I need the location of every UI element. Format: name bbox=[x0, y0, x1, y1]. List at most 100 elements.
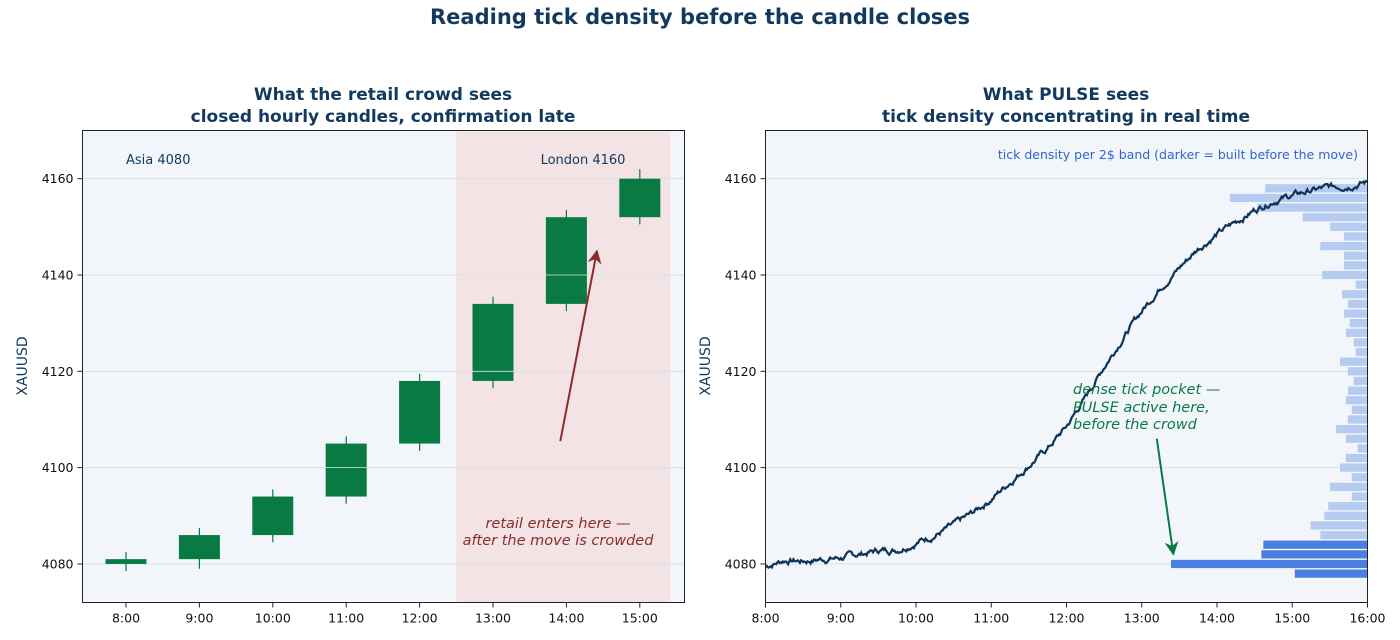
price-line bbox=[764, 180, 1369, 570]
x-tick-label: 14:00 bbox=[1199, 611, 1235, 626]
density-note: tick density per 2$ band (darker = built… bbox=[998, 147, 1358, 162]
density-band bbox=[1345, 396, 1368, 405]
density-band bbox=[1345, 453, 1368, 463]
density-band bbox=[1328, 502, 1368, 511]
retail-note-line1: retail enters here — bbox=[485, 516, 630, 532]
right-panel-title: What PULSE sees bbox=[983, 85, 1150, 105]
candle bbox=[399, 373, 441, 451]
plot-frame bbox=[82, 130, 685, 603]
candle-body bbox=[178, 535, 220, 560]
x-tick-label: 11:00 bbox=[973, 611, 1009, 626]
density-band bbox=[1310, 521, 1368, 530]
candle bbox=[545, 209, 587, 312]
left-panel-title: What the retail crowd sees bbox=[254, 85, 512, 105]
right-y-axis-label: XAUUSD bbox=[698, 336, 714, 395]
pocket-arrow bbox=[1155, 438, 1179, 556]
y-tick-label: 4120 bbox=[725, 364, 757, 379]
retail-candles-panel: 4080 4100 4120 4140 4160 8:00 9:00 10:00 11:00 1… bbox=[15, 85, 685, 626]
candle bbox=[325, 436, 367, 504]
density-band bbox=[1324, 511, 1368, 520]
density-band bbox=[1320, 241, 1368, 251]
candle bbox=[619, 169, 661, 225]
candle-body bbox=[619, 178, 661, 218]
x-tick-label: 12:00 bbox=[402, 611, 438, 626]
x-tick-label: 15:00 bbox=[1274, 611, 1310, 626]
density-band bbox=[1343, 309, 1368, 318]
y-tick-label: 4120 bbox=[42, 364, 74, 379]
y-tick-label: 4140 bbox=[42, 267, 74, 282]
candle bbox=[105, 551, 147, 572]
density-band bbox=[1347, 415, 1368, 424]
density-band bbox=[1294, 569, 1368, 578]
y-tick-label: 4100 bbox=[725, 460, 757, 475]
candle bbox=[252, 489, 294, 543]
density-band bbox=[1341, 290, 1368, 299]
y-tick-label: 4100 bbox=[42, 460, 74, 475]
y-tick-label: 4080 bbox=[725, 556, 757, 571]
density-band bbox=[1345, 434, 1368, 443]
pocket-note-line1: dense tick pocket — bbox=[1073, 382, 1220, 398]
candle-body bbox=[399, 380, 441, 444]
x-tick-label: 16:00 bbox=[1349, 611, 1385, 626]
candle-body bbox=[472, 303, 514, 381]
x-tick-label: 10:00 bbox=[898, 611, 934, 626]
right-panel-subtitle: tick density concentrating in real time bbox=[882, 107, 1250, 127]
density-band bbox=[1320, 530, 1368, 540]
x-tick-label: 8:00 bbox=[112, 611, 140, 626]
retail-arrow bbox=[559, 249, 602, 442]
x-tick-label: 9:00 bbox=[185, 611, 213, 626]
pocket-note-line2: PULSE active here, bbox=[1073, 400, 1210, 416]
density-band bbox=[1330, 482, 1368, 492]
density-band bbox=[1330, 222, 1368, 231]
y-tick-label: 4080 bbox=[42, 556, 74, 571]
density-band bbox=[1351, 492, 1368, 501]
density-band bbox=[1351, 473, 1368, 482]
density-band bbox=[1339, 463, 1368, 472]
density-band bbox=[1347, 299, 1368, 309]
density-band bbox=[1343, 251, 1368, 260]
x-tick-label: 13:00 bbox=[475, 611, 511, 626]
density-band bbox=[1257, 203, 1368, 212]
x-tick-label: 9:00 bbox=[827, 611, 855, 626]
y-tick-label: 4160 bbox=[42, 171, 74, 186]
candle-body bbox=[325, 443, 367, 497]
density-band bbox=[1343, 232, 1368, 241]
density-band bbox=[1345, 328, 1368, 337]
x-tick-label: 14:00 bbox=[548, 611, 584, 626]
candle bbox=[178, 527, 220, 569]
candle-body bbox=[252, 496, 294, 536]
left-panel-subtitle: closed hourly candles, confirmation late bbox=[191, 107, 576, 127]
candle bbox=[472, 296, 514, 389]
x-tick-label: 11:00 bbox=[328, 611, 364, 626]
x-tick-label: 13:00 bbox=[1124, 611, 1160, 626]
density-band bbox=[1229, 193, 1368, 203]
density-band bbox=[1347, 367, 1368, 376]
density-band bbox=[1357, 444, 1368, 453]
density-band bbox=[1351, 405, 1368, 414]
density-band bbox=[1347, 386, 1368, 395]
y-tick-label: 4140 bbox=[725, 267, 757, 282]
retail-note-line2: after the move is crowded bbox=[463, 533, 655, 549]
density-band bbox=[1355, 280, 1368, 289]
x-tick-label: 12:00 bbox=[1048, 611, 1084, 626]
density-band bbox=[1171, 559, 1368, 569]
density-band bbox=[1263, 540, 1368, 549]
density-band bbox=[1353, 376, 1368, 386]
y-tick-label: 4160 bbox=[725, 171, 757, 186]
density-band bbox=[1322, 270, 1368, 280]
asia-label: Asia 4080 bbox=[126, 153, 190, 168]
pulse-density-panel: 4080 4100 4120 4140 4160 8:00 9:00 10:00 11:00 1… bbox=[698, 85, 1386, 626]
density-band bbox=[1336, 424, 1368, 434]
density-band bbox=[1339, 357, 1368, 366]
density-band bbox=[1349, 319, 1368, 328]
left-y-axis-label: XAUUSD bbox=[15, 336, 31, 395]
density-band bbox=[1343, 261, 1368, 270]
density-band bbox=[1355, 347, 1368, 357]
x-tick-label: 10:00 bbox=[255, 611, 291, 626]
density-band bbox=[1353, 338, 1368, 347]
density-band bbox=[1302, 213, 1368, 222]
london-label: London 4160 bbox=[541, 153, 626, 168]
x-tick-label: 8:00 bbox=[751, 611, 779, 626]
candle-body bbox=[105, 559, 147, 564]
